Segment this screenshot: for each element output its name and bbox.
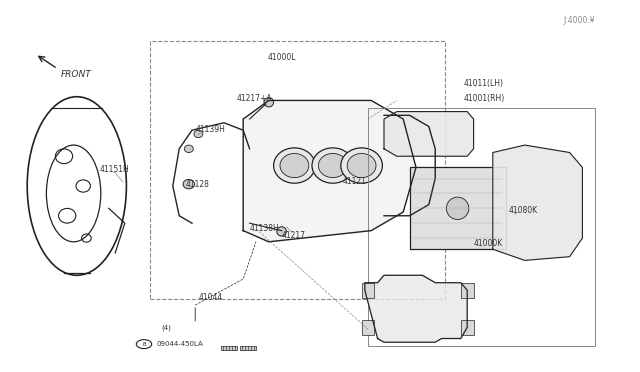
Text: 41217+A: 41217+A — [237, 94, 273, 103]
Text: 41080K: 41080K — [509, 206, 538, 215]
Ellipse shape — [277, 227, 287, 236]
Text: 41217: 41217 — [282, 231, 306, 240]
Polygon shape — [365, 275, 467, 342]
Polygon shape — [493, 145, 582, 260]
Bar — [150, 41, 445, 299]
Text: (4): (4) — [161, 325, 171, 331]
Text: 41001(RH): 41001(RH) — [464, 94, 505, 103]
Ellipse shape — [347, 153, 376, 178]
Text: 41121: 41121 — [342, 177, 366, 186]
Text: 41138H: 41138H — [250, 224, 279, 233]
Text: J:4000:¥: J:4000:¥ — [563, 16, 595, 25]
Text: B: B — [142, 341, 146, 347]
Text: 41000K: 41000K — [474, 239, 503, 248]
Polygon shape — [243, 100, 416, 242]
Bar — [221, 346, 237, 350]
Text: 09044-450LA: 09044-450LA — [157, 341, 204, 347]
Text: 41044: 41044 — [198, 293, 223, 302]
Ellipse shape — [340, 148, 383, 183]
Text: FRONT: FRONT — [61, 70, 92, 79]
Text: 41139H: 41139H — [195, 125, 225, 134]
Text: 41151H: 41151H — [99, 165, 129, 174]
Ellipse shape — [312, 148, 354, 183]
Ellipse shape — [183, 179, 195, 189]
Bar — [362, 283, 374, 298]
Ellipse shape — [274, 148, 316, 183]
Polygon shape — [384, 112, 474, 156]
Bar — [461, 283, 474, 298]
Ellipse shape — [194, 130, 203, 138]
Ellipse shape — [264, 98, 274, 107]
Bar — [410, 167, 506, 249]
Bar — [240, 346, 256, 350]
Text: 41011(LH): 41011(LH) — [464, 79, 504, 88]
Bar — [461, 320, 474, 335]
Ellipse shape — [280, 153, 309, 178]
Text: 41000L: 41000L — [268, 53, 296, 62]
Ellipse shape — [447, 197, 468, 219]
Bar — [368, 108, 595, 346]
Ellipse shape — [319, 153, 347, 178]
Ellipse shape — [184, 145, 193, 153]
Bar — [362, 320, 374, 335]
Text: 41128: 41128 — [186, 180, 209, 189]
